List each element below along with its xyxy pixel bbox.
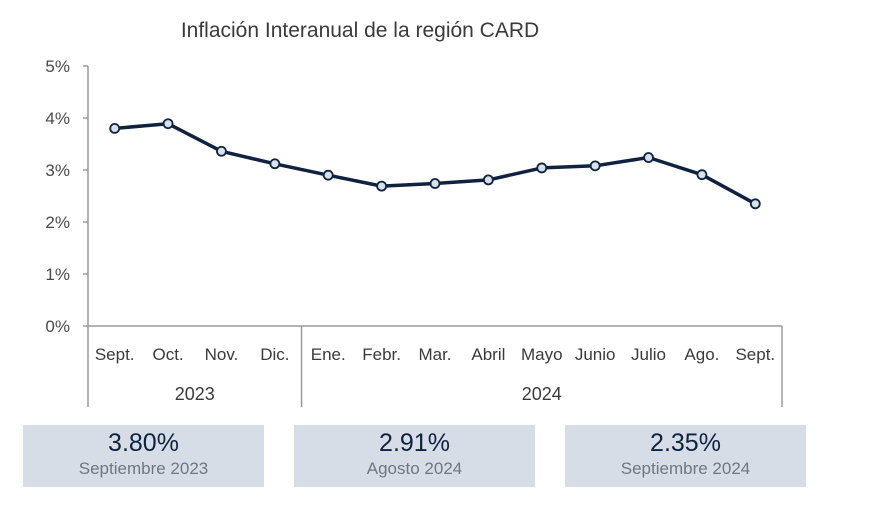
x-tick-label: Oct.	[152, 345, 183, 364]
y-tick-label: 5%	[45, 57, 70, 76]
x-tick-label: Julio	[631, 345, 666, 364]
data-point	[162, 118, 174, 130]
data-point	[376, 180, 388, 192]
stat-card-value: 3.80%	[108, 429, 179, 457]
y-tick-label: 1%	[45, 265, 70, 284]
stat-card-label: Agosto 2024	[366, 459, 463, 478]
stat-card-sept-2023: 3.80% Septiembre 2023	[23, 425, 264, 487]
y-tick-label: 0%	[45, 317, 70, 336]
y-tick-label: 3%	[45, 161, 70, 180]
data-point	[109, 122, 121, 134]
data-point	[269, 158, 281, 170]
x-tick-label: Sept.	[95, 345, 135, 364]
y-axis: 0% 1% 2% 3% 4% 5%	[45, 57, 89, 336]
chart-title: Inflación Interanual de la región CARD	[181, 19, 539, 42]
data-point	[749, 198, 761, 210]
stat-card-value: 2.91%	[379, 429, 450, 457]
x-tick-label: Sept.	[735, 345, 775, 364]
x-tick-label: Dic.	[260, 345, 289, 364]
x-tick-label: Mayo	[521, 345, 563, 364]
data-point	[589, 160, 601, 172]
data-point	[482, 174, 494, 186]
x-tick-label: Abril	[471, 345, 505, 364]
stat-card-value: 2.35%	[650, 429, 721, 457]
x-axis: Sept. Oct. Nov. Dic. Ene. Febr. Mar. Abril Mayo J…	[87, 325, 783, 407]
line-chart: Inflación Interanual de la región CARD 0…	[45, 19, 783, 407]
stat-card-sept-2024: 2.35% Septiembre 2024	[565, 425, 806, 487]
x-tick-label: Nov.	[205, 345, 239, 364]
x-tick-label: Junio	[575, 345, 616, 364]
y-tick-label: 4%	[45, 109, 70, 128]
group-label: 2024	[522, 384, 562, 404]
x-tick-label: Febr.	[362, 345, 401, 364]
data-point	[322, 169, 334, 181]
data-point	[429, 178, 441, 189]
data-point	[643, 152, 654, 163]
group-label: 2023	[175, 384, 215, 404]
stat-card-label: Septiembre 2023	[78, 459, 209, 478]
stat-card-label: Septiembre 2024	[620, 459, 751, 478]
stat-card-aug-2024: 2.91% Agosto 2024	[294, 425, 535, 487]
data-point	[536, 162, 548, 174]
series-line	[109, 118, 761, 210]
data-point	[696, 169, 708, 181]
x-tick-label: Ene.	[311, 345, 346, 364]
x-tick-label: Mar.	[418, 345, 451, 364]
y-tick-label: 2%	[45, 213, 70, 232]
x-tick-label: Ago.	[684, 345, 719, 364]
series-path	[112, 121, 758, 206]
data-point	[216, 145, 227, 157]
